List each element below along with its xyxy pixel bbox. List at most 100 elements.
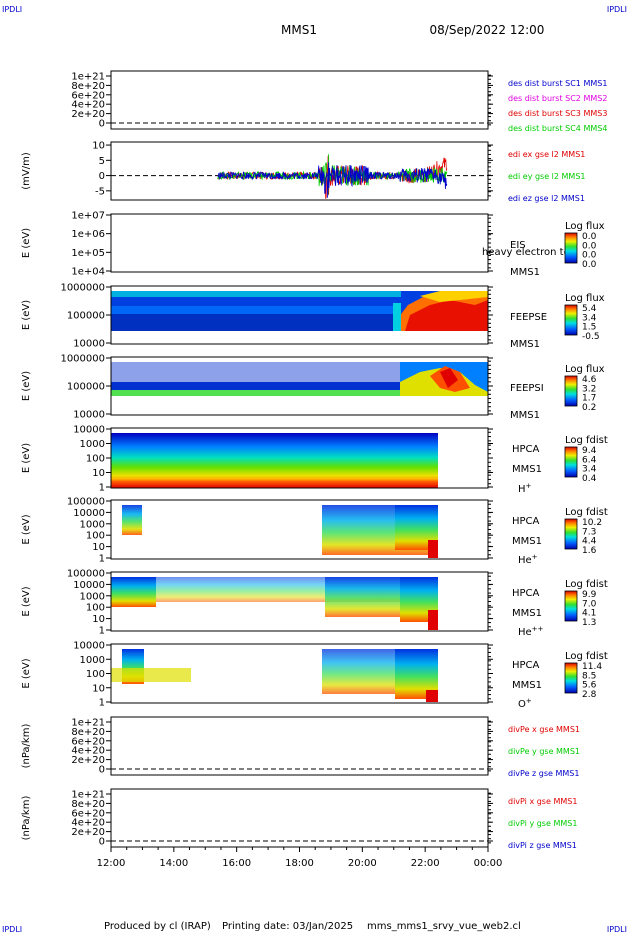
legend-entry: divPi x gse MMS1	[508, 797, 577, 806]
panel-hpca-o: 10000 1000 100 10 1 E (eV) HPCA MMS1 O+ Log fdist…	[21, 641, 608, 711]
y-tick-label: 10	[92, 683, 105, 694]
y-tick-label: 100000	[67, 311, 105, 322]
y-tick-label: 100	[86, 454, 105, 465]
panel-feepsi: 1000000 100000 10000 E (eV) FEEPSI MMS1 Log fl…	[21, 354, 605, 422]
spacecraft-label: MMS1	[510, 339, 540, 350]
y-tick-label: 1000	[80, 519, 105, 530]
y-tick-label: 2e+20	[71, 109, 105, 120]
species-label: He+	[518, 553, 538, 566]
hpca-hepp-spectrogram	[111, 577, 438, 630]
y-axis-label: E (eV)	[21, 586, 32, 616]
y-tick-label: 10000	[73, 508, 105, 519]
y-tick-label: 1000000	[60, 283, 105, 294]
feepsi-spectrogram	[111, 362, 488, 396]
x-tick-label: 18:00	[285, 858, 314, 869]
y-tick-label: 1e+05	[71, 248, 105, 259]
species-charge: +	[526, 697, 532, 705]
hpca-he-spectrogram	[122, 505, 438, 558]
legend-entry: des dist burst SC3 MMS3	[508, 109, 607, 118]
instrument-label: HPCA	[512, 588, 540, 599]
corner-label-top-left: IPDLI	[2, 5, 22, 14]
spectrogram-artwork	[111, 291, 488, 702]
colorbar-tick-label: 3.4	[582, 313, 597, 323]
instrument-label: HPCA	[512, 516, 540, 527]
y-tick-label: 1000	[80, 439, 105, 450]
y-tick-label: 10000	[73, 425, 105, 436]
colorbar-tick-label: 5.4	[582, 304, 597, 314]
edi-trace	[217, 162, 448, 198]
colorbar-title: Log fdist	[565, 435, 608, 446]
colorbar	[564, 590, 578, 622]
x-tick-label: 20:00	[348, 858, 377, 869]
colorbar	[564, 232, 578, 264]
x-tick-label: 14:00	[159, 858, 188, 869]
colorbar-title: Log flux	[565, 221, 605, 232]
y-tick-label: 100	[86, 669, 105, 680]
y-tick-label: 100	[86, 603, 105, 614]
time-axis: 12:00 14:00 16:00 18:00 20:00 22:00 00:00	[97, 847, 502, 869]
y-tick-label: 1000	[80, 591, 105, 602]
species-label: H+	[518, 482, 532, 495]
panel-frame	[110, 70, 489, 130]
colorbar-title: Log fdist	[565, 579, 608, 590]
y-tick-label: 1e+21	[71, 72, 105, 83]
y-axis-label: (nPa/km)	[21, 796, 32, 841]
corner-label-bottom-left: IPDLI	[2, 925, 22, 934]
colorbar-tick-label: 10.2	[582, 518, 602, 528]
spacecraft-label: MMS1	[510, 410, 540, 421]
y-axis-label: (mV/m)	[21, 152, 32, 190]
y-tick-label: 10	[92, 614, 105, 625]
y-axis-label: E (eV)	[21, 443, 32, 473]
header-date: 08/Sep/2022 12:00	[430, 23, 545, 37]
y-tick-label: 0	[99, 765, 105, 776]
y-axis-label: E (eV)	[21, 371, 32, 401]
panel-eis: 1e+07 1e+06 1e+05 1e+04 E (eV) EIS MMS1 heavy e…	[21, 211, 605, 279]
y-tick-label: 10000	[73, 580, 105, 591]
colorbar-title: Log fdist	[565, 651, 608, 662]
y-tick-label: 10000	[73, 339, 105, 350]
spacecraft-label: MMS1	[512, 536, 542, 547]
instrument-label: HPCA	[512, 660, 540, 671]
colorbar-tick-label: 3.2	[582, 384, 596, 394]
legend-entry: divPe y gse MMS1	[508, 747, 580, 756]
y-tick-label: 1e+21	[71, 790, 105, 801]
colorbar	[564, 518, 578, 550]
y-tick-label: 1000000	[60, 354, 105, 365]
instrument-label: HPCA	[512, 444, 540, 455]
legend-entry: edi ex gse l2 MMS1	[508, 150, 585, 159]
instrument-label: FEEPSE	[510, 312, 547, 323]
legend-entry: divPe x gse MMS1	[508, 725, 580, 734]
colorbar	[564, 446, 578, 478]
colorbar-tick-label: 3.4	[582, 465, 597, 475]
y-tick-label: 10	[92, 141, 105, 152]
colorbar	[564, 375, 578, 407]
y-tick-label: 10	[92, 542, 105, 553]
panel-edi: 10 5 0 -5 (mV/m) edi ex gse l2 MMS1 edi ey gse…	[21, 141, 586, 203]
y-tick-label: 6e+20	[71, 808, 105, 819]
species-label: He++	[518, 625, 544, 638]
colorbar-tick-label: 8.5	[582, 671, 596, 681]
legend-entry: divPi y gse MMS1	[508, 819, 577, 828]
spacecraft-label: MMS1	[510, 267, 540, 278]
y-tick-label: 100000	[67, 497, 105, 508]
colorbar-tick-label: 1.7	[582, 394, 596, 404]
y-tick-label: 1e+06	[71, 229, 105, 240]
y-tick-label: 0	[99, 837, 105, 848]
colorbar-tick-label: 0.0	[582, 232, 597, 242]
footer-produced-by: Produced by cl (IRAP)	[104, 921, 211, 932]
legend-entry: des dist burst SC1 MMS1	[508, 79, 607, 88]
colorbar-tick-label: 0.4	[582, 474, 597, 484]
corner-label-top-right: IPDLI	[607, 5, 627, 14]
spacecraft-label: MMS1	[512, 608, 542, 619]
panel-frame	[110, 716, 489, 776]
colorbar-tick-label: 1.3	[582, 618, 596, 628]
footer-printing-date: Printing date: 03/Jan/2025	[222, 921, 353, 932]
colorbar-title: Log flux	[565, 364, 605, 375]
colorbar-tick-label: 5.6	[582, 681, 597, 691]
instrument-label: EIS	[510, 240, 526, 251]
